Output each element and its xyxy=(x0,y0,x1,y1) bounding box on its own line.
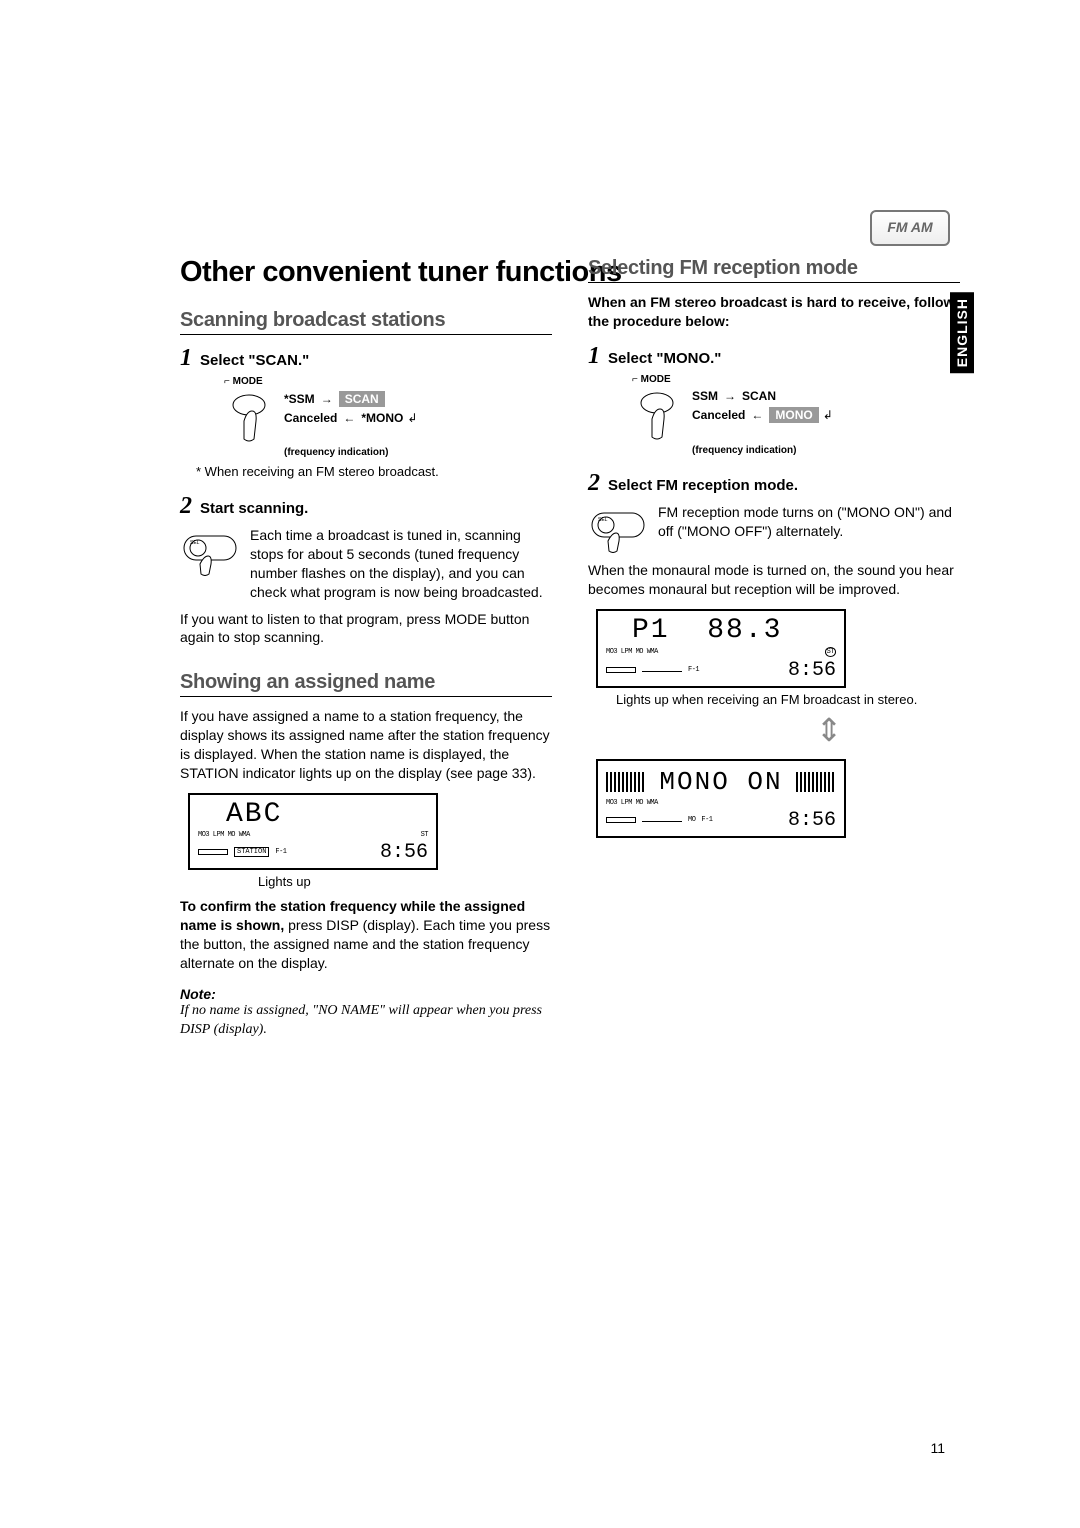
cycle-ssm: SSM xyxy=(692,389,718,403)
step2-body: FM reception mode turns on ("MONO ON") a… xyxy=(658,503,960,553)
knob-icon: SEL xyxy=(588,503,648,553)
section-scanning-title: Scanning broadcast stations xyxy=(180,309,552,335)
cycle-mono: *MONO xyxy=(361,411,403,425)
bars-left-icon xyxy=(606,772,646,792)
assigned-name-body: If you have assigned a name to a station… xyxy=(180,707,552,783)
page-number: 11 xyxy=(930,1440,945,1456)
lcd-mo: MO xyxy=(688,816,695,824)
fm-mode-intro: When an FM stereo broadcast is hard to r… xyxy=(588,293,960,331)
confirm-frequency-text: To confirm the station frequency while t… xyxy=(180,897,552,973)
hand-press-icon xyxy=(224,391,274,447)
note-body: If no name is assigned, "NO NAME" will a… xyxy=(180,1002,552,1040)
scan-step2: 2 Start scanning. xyxy=(180,493,552,520)
step2-body: Each time a broadcast is tuned in, scann… xyxy=(250,526,552,602)
lcd-mono-text: MONO ON xyxy=(659,767,782,797)
cycle-canceled: Canceled xyxy=(692,408,745,422)
lcd-time: 8:56 xyxy=(380,841,428,864)
step-number: 1 xyxy=(588,343,600,370)
hand-press-icon xyxy=(632,389,682,445)
cycle-diagram-mono: SSM SCAN Canceled MONO ↲ xyxy=(692,389,833,445)
step-number: 2 xyxy=(588,470,600,497)
lcd-st: ST xyxy=(421,831,428,839)
lcd-freq: 88.3 xyxy=(707,615,782,646)
lcd-bands: MO3 LPM MO WMA xyxy=(198,831,250,839)
mono-step2: 2 Select FM reception mode. xyxy=(588,470,960,497)
lcd-f1: F-1 xyxy=(701,816,712,824)
cycle-diagram-scan: *SSM SCAN Canceled *MONO ↲ xyxy=(284,391,417,447)
section-assigned-name-title: Showing an assigned name xyxy=(180,671,552,697)
svg-text:SEL: SEL xyxy=(598,517,608,523)
language-tab: ENGLISH xyxy=(950,292,974,373)
step-number: 1 xyxy=(180,345,192,372)
freq-indication: (frequency indication) xyxy=(692,445,960,456)
lcd-display-mono: MONO ON MO3 LPM MO WMA MO F-1 8:56 xyxy=(596,759,846,838)
stereo-caption: Lights up when receiving an FM broadcast… xyxy=(616,692,960,707)
step-number: 2 xyxy=(180,493,192,520)
lcd-bands: MO3 LPM MO WMA xyxy=(606,648,658,656)
section-fm-mode-title: Selecting FM reception mode xyxy=(588,257,960,283)
step-title: Select "MONO." xyxy=(608,350,721,367)
lights-up-caption: Lights up xyxy=(258,874,552,889)
step-title: Select "SCAN." xyxy=(200,352,309,369)
lcd-p1: P1 xyxy=(632,615,670,646)
lcd-display-abc: ABC MO3 LPM MO WMA ST STATION F-1 8:56 xyxy=(188,793,438,870)
after-step2-text: If you want to listen to that program, p… xyxy=(180,610,552,648)
knob-icon: SEL xyxy=(180,526,240,576)
cycle-scan-highlight: SCAN xyxy=(339,391,385,407)
svg-text:SEL: SEL xyxy=(190,540,200,546)
cycle-canceled: Canceled xyxy=(284,411,337,425)
lcd-f1: F-1 xyxy=(275,848,286,856)
lcd-time: 8:56 xyxy=(788,809,836,832)
mode-label: MODE xyxy=(224,376,552,387)
lcd-bands: MO3 LPM MO WMA xyxy=(606,799,658,807)
lcd-station-tag: STATION xyxy=(234,847,269,857)
mode-label: MODE xyxy=(632,374,960,385)
monaural-note: When the monaural mode is turned on, the… xyxy=(588,561,960,599)
fm-am-badge: FM AM xyxy=(870,210,950,246)
cycle-ssm: *SSM xyxy=(284,392,315,406)
lcd-f1: F-1 xyxy=(688,666,699,674)
freq-indication: (frequency indication) xyxy=(284,447,552,458)
right-column: Selecting FM reception mode When an FM s… xyxy=(588,303,960,1040)
mono-step1: 1 Select "MONO." xyxy=(588,343,960,370)
lcd-time: 8:56 xyxy=(788,659,836,682)
scan-step1: 1 Select "SCAN." xyxy=(180,345,552,372)
cycle-scan: SCAN xyxy=(742,389,776,403)
left-column: Scanning broadcast stations 1 Select "SC… xyxy=(180,303,552,1040)
lcd-st: ST xyxy=(825,647,836,657)
up-down-arrow-icon: ⇕ xyxy=(698,711,960,749)
lcd-text-abc: ABC xyxy=(198,801,428,829)
asterisk-note: * When receiving an FM stereo broadcast. xyxy=(196,464,552,479)
lcd-p1-row: P1 88.3 xyxy=(606,617,836,645)
cycle-mono-highlight: MONO xyxy=(769,407,818,423)
lcd-display-p1: P1 88.3 MO3 LPM MO WMA ST F-1 8:56 xyxy=(596,609,846,688)
step-title: Select FM reception mode. xyxy=(608,477,798,494)
note-heading: Note: xyxy=(180,986,552,1002)
bars-right-icon xyxy=(796,772,836,792)
step-title: Start scanning. xyxy=(200,500,308,517)
